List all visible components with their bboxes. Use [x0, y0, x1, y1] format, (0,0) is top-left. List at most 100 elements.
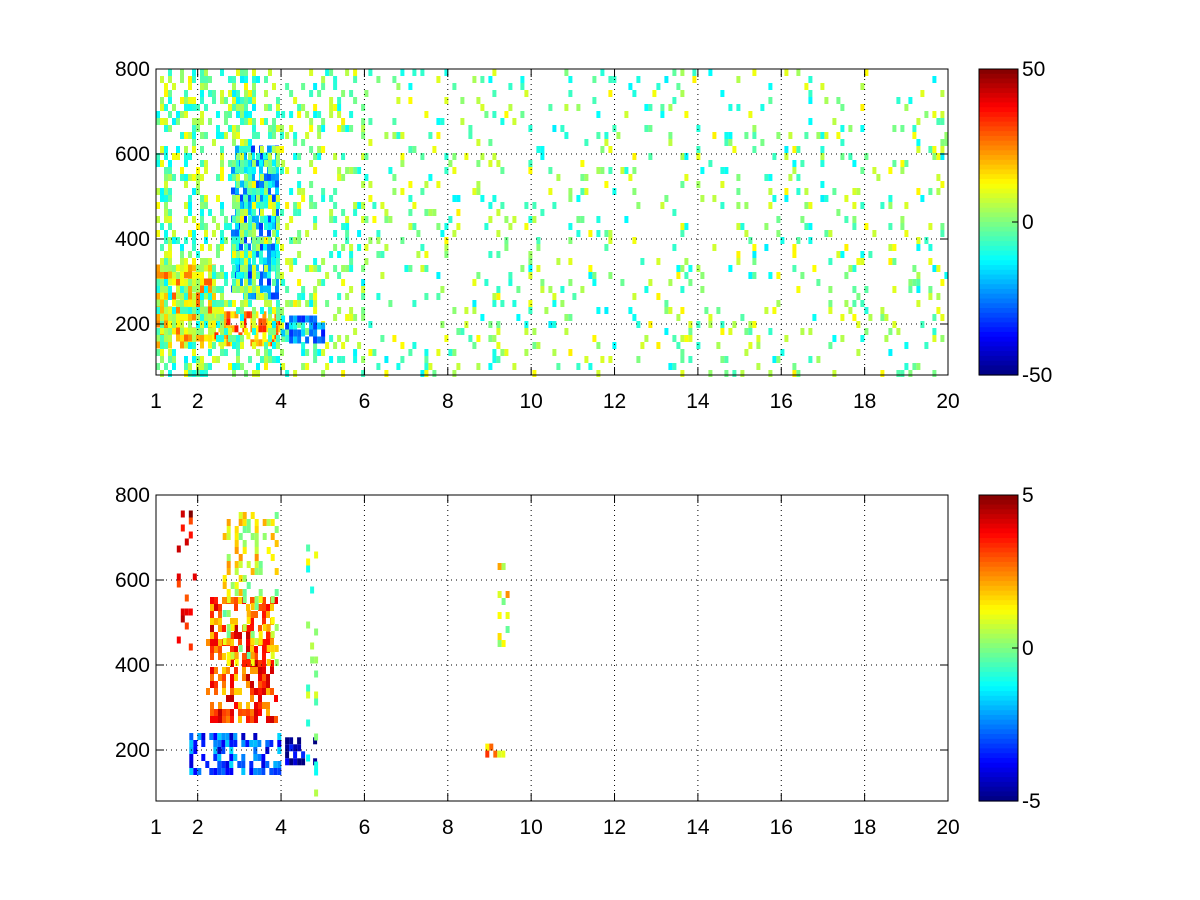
heatmap-cell: [712, 195, 717, 202]
heatmap-cell: [680, 356, 685, 363]
heatmap-cell: [168, 349, 172, 356]
heatmap-cell: [200, 223, 204, 230]
heatmap-cell: [932, 153, 937, 160]
colorbar-swatch: [979, 169, 1018, 175]
heatmap-cell: [464, 307, 469, 314]
heatmap-cell: [260, 216, 264, 223]
heatmap-cell: [188, 531, 193, 539]
heatmap-cell: [552, 321, 557, 328]
heatmap-cell: [524, 223, 529, 230]
heatmap-cell: [270, 660, 274, 667]
heatmap-cell: [600, 146, 605, 153]
heatmap-cell: [648, 153, 653, 160]
heatmap-cell: [660, 104, 665, 111]
heatmap-cell: [244, 97, 248, 104]
heatmap-cell: [680, 349, 685, 356]
heatmap-cell: [168, 370, 172, 377]
heatmap-cell: [228, 300, 232, 307]
heatmap-cell: [341, 279, 346, 286]
heatmap-cell: [684, 153, 689, 160]
heatmap-cell: [313, 202, 318, 209]
heatmap-cell: [460, 118, 465, 125]
heatmap-cell: [184, 594, 189, 602]
heatmap-cell: [776, 230, 781, 237]
heatmap-cell: [180, 279, 184, 286]
heatmap-cell: [242, 667, 246, 674]
heatmap-cell: [252, 132, 256, 139]
heatmap-cell: [180, 271, 184, 279]
heatmap-cell: [189, 768, 194, 775]
heatmap-cell: [216, 251, 220, 258]
heatmap-cell: [492, 90, 497, 97]
heatmap-cell: [259, 222, 263, 230]
heatmap-cell: [184, 97, 188, 104]
heatmap-cell: [452, 83, 457, 90]
heatmap-cell: [353, 76, 358, 83]
heatmap-cell: [400, 188, 405, 195]
heatmap-cell: [285, 758, 290, 766]
heatmap-cell: [420, 69, 425, 76]
heatmap-cell: [204, 167, 208, 174]
heatmap-cell: [274, 659, 279, 666]
heatmap-cell: [238, 716, 242, 723]
heatmap-cell: [235, 187, 239, 195]
heatmap-cell: [376, 230, 381, 237]
heatmap-cell: [872, 167, 877, 174]
heatmap-cell: [317, 153, 322, 160]
heatmap-cell: [512, 118, 517, 125]
heatmap-cell: [832, 370, 837, 377]
heatmap-cell: [232, 300, 236, 307]
heatmap-cell: [266, 632, 270, 639]
heatmap-cell: [313, 300, 318, 307]
heatmap-cell: [345, 69, 350, 76]
heatmap-cell: [497, 633, 502, 640]
heatmap-cell: [252, 181, 256, 188]
heatmap-cell: [172, 327, 176, 335]
heatmap-cell: [242, 311, 247, 319]
heatmap-cell: [928, 223, 933, 230]
heatmap-cell: [172, 278, 176, 286]
heatmap-cell: [232, 370, 236, 377]
heatmap-cell: [240, 167, 244, 174]
heatmap-cell: [276, 202, 280, 209]
colorbar-swatch: [979, 159, 1018, 166]
heatmap-cell: [160, 223, 164, 230]
heatmap-cell: [424, 370, 429, 377]
heatmap-cell: [220, 174, 224, 181]
heatmap-cell: [688, 335, 693, 342]
heatmap-cell: [254, 519, 259, 526]
heatmap-cell: [309, 202, 314, 209]
heatmap-cell: [254, 547, 259, 554]
heatmap-cell: [168, 356, 172, 363]
colorbar-swatch: [979, 288, 1018, 295]
heatmap-cell: [246, 311, 251, 319]
heatmap-cell: [263, 201, 267, 209]
heatmap-cell: [313, 322, 318, 330]
heatmap-cell: [216, 244, 220, 251]
heatmap-cell: [264, 356, 268, 363]
heatmap-cell: [160, 349, 164, 356]
heatmap-cell: [212, 230, 216, 237]
heatmap-cell: [289, 188, 294, 195]
heatmap-cell: [488, 76, 493, 83]
heatmap-cell: [720, 356, 725, 363]
heatmap-cell: [408, 83, 413, 90]
heatmap-cell: [916, 363, 921, 370]
heatmap-cell: [156, 279, 160, 286]
colorbar-tick-label: 50: [1022, 58, 1045, 81]
heatmap-cell: [400, 356, 405, 363]
heatmap-cell: [214, 604, 218, 611]
colorbar-swatch: [979, 298, 1018, 304]
heatmap-cell: [860, 83, 865, 90]
heatmap-cell: [564, 132, 569, 139]
heatmap-cell: [168, 314, 172, 321]
heatmap-cell: [176, 545, 181, 553]
heatmap-cell: [424, 209, 429, 216]
heatmap-cell: [180, 615, 185, 623]
heatmap-cell: [252, 307, 256, 314]
heatmap-cell: [636, 76, 641, 83]
colorbar-swatch: [979, 729, 1018, 735]
heatmap-cell: [552, 125, 557, 132]
heatmap-cell: [364, 258, 369, 265]
heatmap-cell: [274, 645, 279, 652]
